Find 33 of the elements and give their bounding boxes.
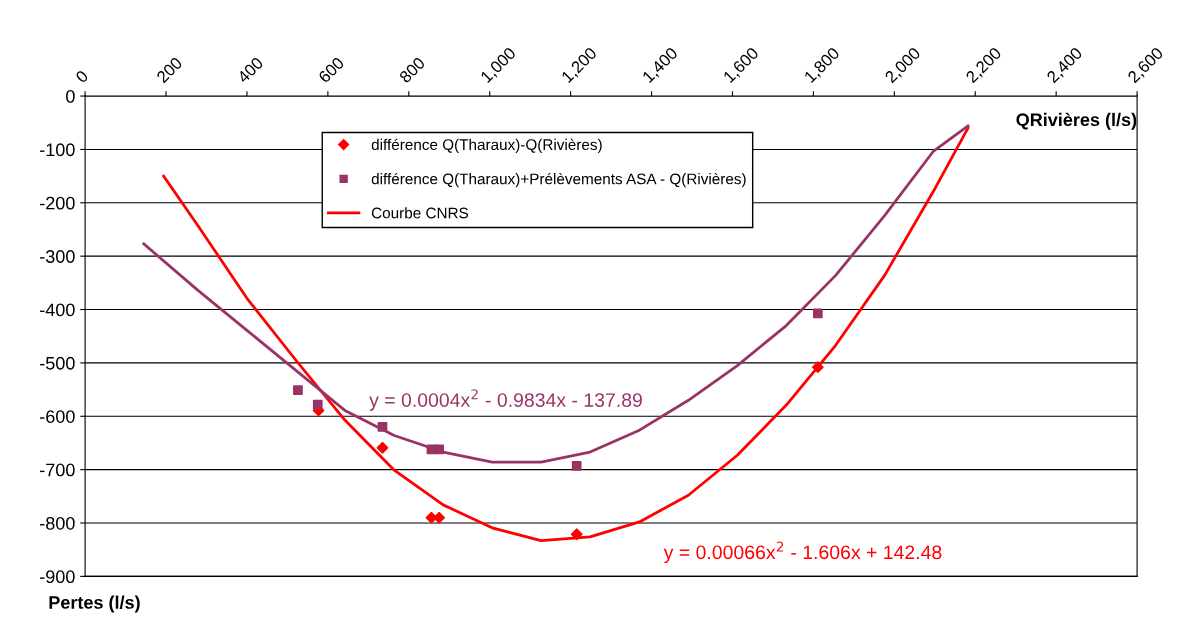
point <box>812 308 823 319</box>
point <box>376 441 389 454</box>
legend-label: Courbe CNRS <box>371 207 469 219</box>
point <box>571 461 582 471</box>
point <box>293 385 303 395</box>
line-series <box>142 124 970 464</box>
y-tick-label: -400 <box>40 303 75 317</box>
y-tick-label: -200 <box>40 196 75 210</box>
x-tick-label: 0 <box>74 69 89 84</box>
x-tick-label: 800 <box>398 56 426 84</box>
y-tick-label: -500 <box>40 356 75 370</box>
line-series <box>162 126 970 543</box>
y-tick-label: -600 <box>40 410 75 423</box>
point <box>570 528 583 541</box>
annotation: y = 0.00066x$^{2}$ - 1.606x + 142.48 <box>663 541 942 564</box>
y-tick-label: -100 <box>40 143 75 157</box>
y-axis-title: Pertes (l/s) <box>49 595 140 613</box>
legend-label: différence Q(Tharaux)-Q(Rivières) <box>371 138 602 154</box>
y-tick-label: 0 <box>66 90 75 103</box>
x-tick-label: 200 <box>155 56 183 84</box>
point <box>811 361 824 374</box>
annotation: y = 0.0004x$^{2}$ - 0.9834x - 137.89 <box>369 389 642 411</box>
y-tick-label: -300 <box>40 250 75 263</box>
y-tick-label: -800 <box>40 516 75 530</box>
y-tick-label: -700 <box>40 463 75 477</box>
x-tick-label: 400 <box>236 56 264 84</box>
point <box>434 444 444 455</box>
legend-label: différence Q(Tharaux)+Prélèvements ASA - Q(Rivières) <box>371 172 746 188</box>
point <box>312 399 323 410</box>
point <box>377 422 388 432</box>
x-axis-title: QRivières (l/s) <box>1016 112 1137 130</box>
x-tick-label: 600 <box>317 56 345 84</box>
y-tick-label: -900 <box>40 570 75 584</box>
